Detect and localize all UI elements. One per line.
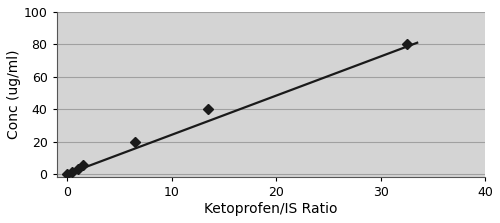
Y-axis label: Conc (ug/ml): Conc (ug/ml)	[7, 50, 21, 139]
X-axis label: Ketoprofen/IS Ratio: Ketoprofen/IS Ratio	[204, 202, 338, 216]
